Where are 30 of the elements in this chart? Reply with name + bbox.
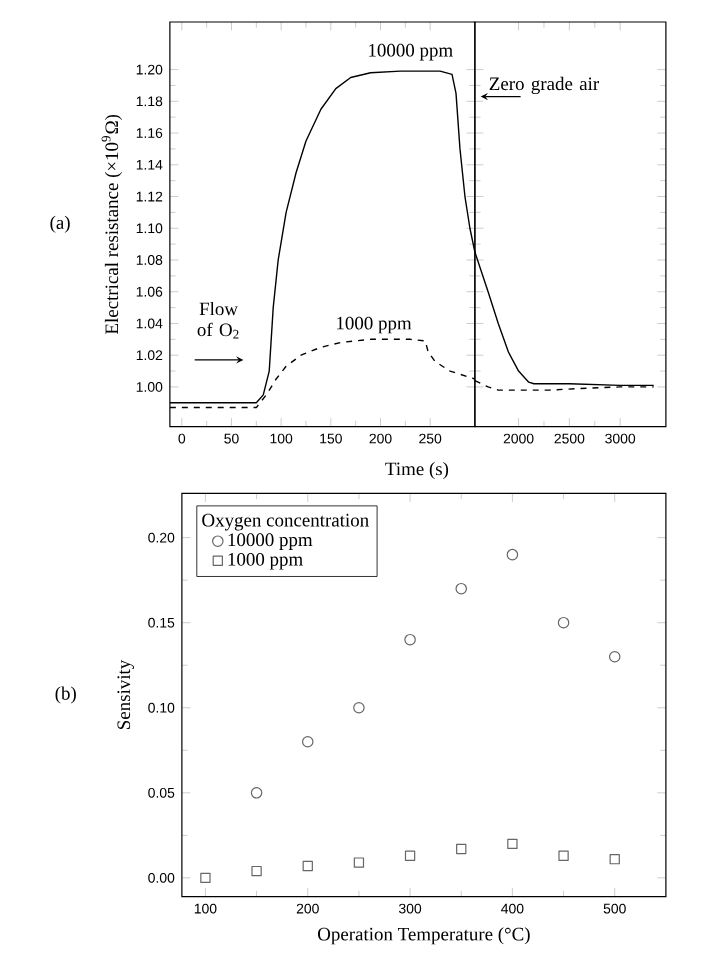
annotation: Flow of O$_{2}$ [197, 301, 239, 339]
x-axis-title: Time (s) [385, 461, 449, 480]
x-axis-title: Operation Temperature (°C) [318, 927, 530, 945]
point [353, 701, 365, 714]
text: (a) [50, 215, 70, 233]
y-axis-title: Electrical resistance (×10$^{9}$Ω) [101, 114, 123, 335]
point [251, 865, 262, 877]
point [302, 736, 314, 748]
annotation: 1000 ppm [337, 316, 412, 334]
point [557, 616, 570, 629]
point [558, 850, 569, 861]
point [353, 857, 365, 868]
point [302, 860, 313, 872]
point [250, 787, 263, 799]
point [609, 650, 621, 663]
point [456, 843, 467, 855]
legend-label: 10000 ppm [228, 533, 313, 550]
point [507, 838, 518, 850]
point [609, 853, 620, 865]
annotation: 10000 ppm [369, 43, 453, 61]
legend-title: Oxygen concentration [202, 513, 369, 531]
point [200, 872, 211, 884]
point [455, 582, 468, 595]
annotation: Zero grade air [489, 76, 600, 95]
legend-label: 1000 ppm [228, 552, 303, 570]
point [404, 633, 416, 646]
point [404, 850, 416, 861]
text: (b) [55, 686, 76, 704]
y-axis-title: Sensivity [117, 659, 135, 729]
point [506, 548, 519, 561]
